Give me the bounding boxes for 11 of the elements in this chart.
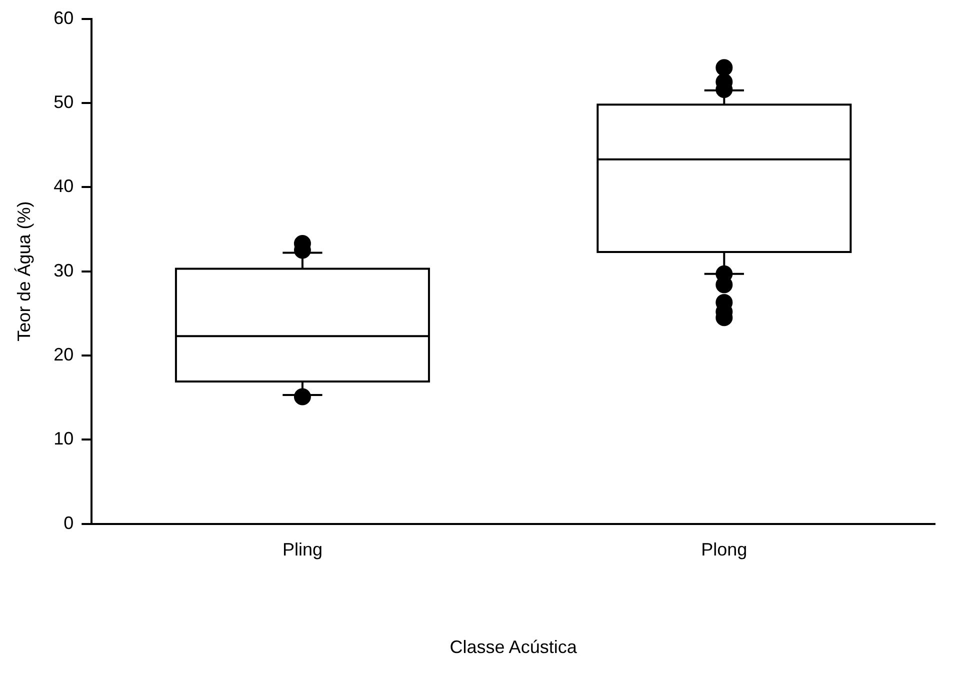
- y-axis-title: Teor de Água (%): [14, 201, 34, 342]
- y-tick-label: 40: [54, 176, 74, 196]
- x-tick-label: Pling: [282, 540, 322, 560]
- x-tick-label: Plong: [701, 540, 748, 560]
- y-tick-label: 20: [54, 344, 74, 364]
- y-tick-label: 30: [54, 260, 74, 280]
- y-tick-label: 50: [54, 92, 74, 112]
- y-tick-label: 60: [54, 8, 74, 28]
- y-tick-label: 0: [64, 512, 74, 533]
- x-axis-title: Classe Acústica: [450, 637, 578, 658]
- y-tick-label: 10: [54, 428, 74, 449]
